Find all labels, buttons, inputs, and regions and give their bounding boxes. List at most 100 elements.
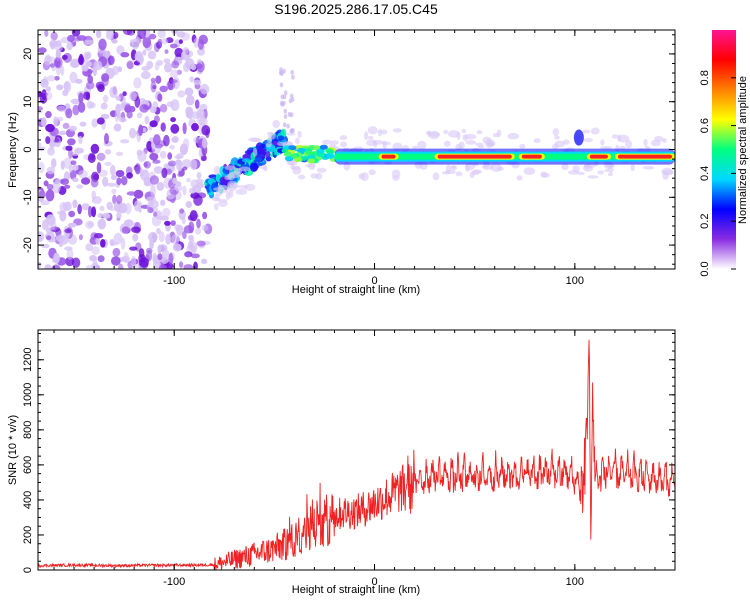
spectrogram-halo-blob <box>519 143 526 149</box>
spectrogram-noise-blob <box>165 168 172 175</box>
spectrogram-halo-blob <box>321 139 332 145</box>
spectrogram-noise-blob <box>172 177 178 184</box>
x-tick-label: 100 <box>566 275 584 287</box>
spectrogram-halo-blob <box>464 162 475 171</box>
spectrogram-noise-blob <box>195 227 202 235</box>
spectrogram-noise-blob <box>116 177 122 186</box>
spectrogram-halo-blob <box>328 143 336 149</box>
spectrogram-halo-blob <box>214 203 219 211</box>
spectrogram-noise-blob <box>199 83 210 95</box>
spectrogram-noise-blob <box>38 142 42 147</box>
spectrogram-halo-blob <box>364 131 369 141</box>
spectrogram-noise-blob <box>97 255 105 263</box>
spectrogram-noise-blob <box>79 121 87 127</box>
spectrogram-halo-blob <box>476 130 483 135</box>
spectrogram-noise-blob <box>101 73 110 82</box>
spectrogram-noise-blob <box>86 100 94 109</box>
spectrogram-noise-blob <box>130 256 137 268</box>
spectrogram-halo-blob <box>492 132 500 138</box>
spectrogram-noise-blob <box>77 131 85 139</box>
spectrogram-line-blob <box>288 145 297 151</box>
spectrogram-halo-blob <box>265 142 272 148</box>
spectrogram-y-axis-title: Frequency (Hz) <box>7 112 19 188</box>
spectrogram-marks <box>38 30 675 269</box>
spectrogram-noise-blob <box>161 37 168 45</box>
spectrogram-noise-blob <box>97 213 104 218</box>
colorbar-gradient <box>712 30 736 269</box>
spectrogram-noise-blob <box>90 143 100 154</box>
spectrogram-halo-blob <box>554 135 560 140</box>
spectrogram-noise-blob <box>96 152 106 161</box>
spectrogram-halo-blob <box>642 165 655 170</box>
spectrogram-noise-blob <box>43 75 48 85</box>
spectrogram-noise-blob <box>201 224 209 231</box>
spectrogram-noise-blob <box>146 140 153 152</box>
spectrogram-noise-blob <box>64 228 72 234</box>
spectrogram-spike-blob <box>291 74 295 80</box>
spectrogram-line-blob <box>326 153 335 159</box>
spectrogram-noise-blob <box>83 91 90 100</box>
spectrogram-noise-blob <box>39 190 46 199</box>
spectrogram-noise-blob <box>116 212 122 219</box>
spectrogram-noise-blob <box>137 112 143 119</box>
spectrogram-noise-blob <box>70 98 81 105</box>
spectrogram-streak-blob <box>249 162 259 172</box>
spectrogram-noise-blob <box>84 39 89 45</box>
spectrogram-noise-blob <box>181 216 186 225</box>
spectrogram-halo-blob <box>465 140 477 145</box>
spectrogram-noise-blob <box>41 117 47 127</box>
y-tick-label: -20 <box>22 237 34 253</box>
spectrogram-noise-blob <box>68 210 76 218</box>
spectrogram-noise-blob <box>44 264 52 269</box>
spectrogram-noise-blob <box>91 190 96 200</box>
spectrogram-noise-blob <box>197 192 207 199</box>
spectrogram-noise-blob <box>81 65 89 72</box>
spectrogram-halo-blob <box>310 173 319 179</box>
y-tick-label: 200 <box>22 526 34 544</box>
spectrogram-noise-blob <box>59 202 68 213</box>
spectrogram-halo-blob <box>213 165 221 175</box>
spectrogram-halo-blob <box>600 139 605 146</box>
spectrogram-noise-blob <box>77 204 82 215</box>
y-tick-label: 0 <box>22 146 34 152</box>
snr-y-axis-title: SNR (10 * v/v) <box>7 415 19 485</box>
spectrogram-noise-blob <box>182 138 190 151</box>
spectrogram-noise-blob <box>69 169 77 180</box>
spectrogram-streak-blob <box>252 157 263 162</box>
spectrogram-noise-blob <box>197 48 205 56</box>
spectrogram-noise-blob <box>78 234 83 241</box>
spectrogram-streak-blob <box>241 158 251 163</box>
spectrogram-noise-blob <box>67 34 75 43</box>
spectrogram-noise-blob <box>148 231 158 243</box>
spectrogram-halo-blob <box>611 134 619 139</box>
spectrogram-noise-blob <box>66 42 73 51</box>
spectrogram-noise-blob <box>86 39 94 45</box>
spectrogram-halo-blob <box>590 127 600 135</box>
spectrogram-noise-blob <box>152 101 158 109</box>
spectrogram-halo-blob <box>604 169 609 172</box>
spectrogram-streak-blob <box>277 135 285 141</box>
spectrogram-spike-100 <box>573 129 584 146</box>
spectrogram-halo-blob <box>552 143 559 150</box>
spectrogram-halo-blob <box>392 128 402 133</box>
spectrogram-noise-blob <box>169 43 178 49</box>
spectrogram-halo-blob <box>455 171 463 177</box>
spectrogram-halo-blob <box>461 128 466 134</box>
spectrogram-noise-blob <box>112 247 121 257</box>
spectrogram-noise-blob <box>63 171 71 181</box>
spectrogram-noise-blob <box>117 202 128 214</box>
spectrogram-noise-blob <box>84 52 91 60</box>
spectrogram-noise-blob <box>190 253 200 259</box>
spectrogram-noise-blob <box>166 101 174 108</box>
spectrogram-noise-blob <box>122 30 133 36</box>
spectrogram-noise-blob <box>120 237 126 250</box>
spectrogram-streak-blob <box>280 128 287 138</box>
spectrogram-noise-blob <box>176 153 184 159</box>
spectrogram-noise-blob <box>116 45 125 55</box>
spectrogram-noise-blob <box>196 108 205 119</box>
spectrogram-noise-blob <box>85 264 96 269</box>
spectrogram-halo-blob <box>587 175 599 179</box>
spectrogram-halo-blob <box>473 169 483 174</box>
spectrogram-halo-blob <box>450 165 457 169</box>
spectrogram-halo-blob <box>617 134 630 143</box>
